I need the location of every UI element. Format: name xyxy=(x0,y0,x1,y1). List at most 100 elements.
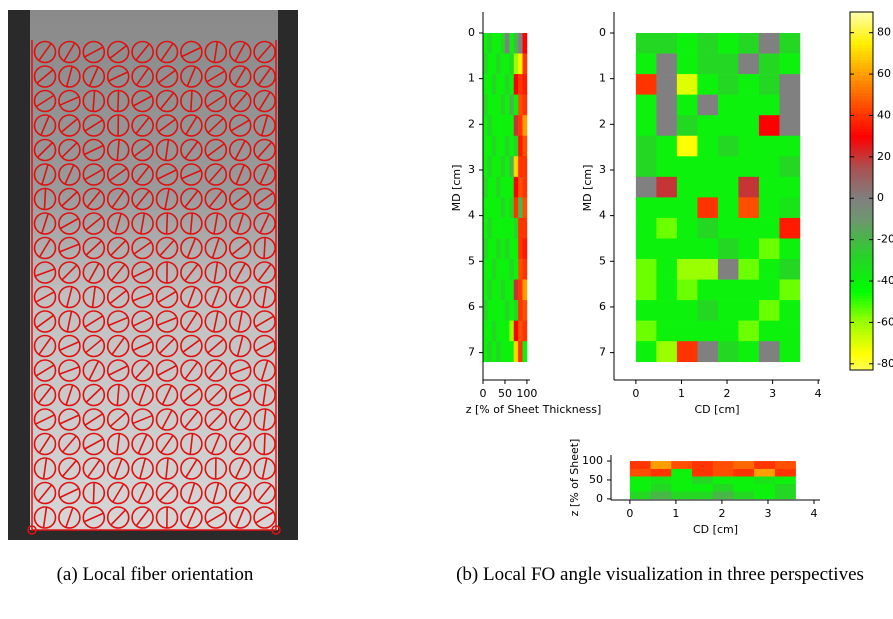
heatmap-cell xyxy=(500,94,506,116)
orientation-circle xyxy=(106,138,130,162)
colorbar-swatch xyxy=(850,247,873,252)
orientation-circle xyxy=(204,40,228,64)
colorbar-swatch xyxy=(850,131,873,135)
orientation-line xyxy=(133,241,152,255)
orientation-circle xyxy=(204,285,228,309)
orientation-circle xyxy=(204,212,228,235)
heatmap-cell xyxy=(504,135,510,157)
orientation-circle xyxy=(155,114,179,137)
orientation-line xyxy=(92,482,95,504)
heatmap-cell xyxy=(513,259,519,280)
colorbar-swatch xyxy=(850,349,873,353)
heatmap-cell xyxy=(779,33,801,54)
orientation-circle xyxy=(33,89,57,113)
heatmap-cell xyxy=(635,115,657,137)
heatmap-cell xyxy=(635,53,657,75)
orientation-circle xyxy=(82,285,106,309)
heatmap-cell xyxy=(496,53,501,75)
heatmap-cell xyxy=(504,197,510,219)
orientation-circle xyxy=(155,334,179,358)
orientation-circle xyxy=(131,89,154,113)
heatmap-cell xyxy=(692,476,714,485)
orientation-line xyxy=(236,213,245,234)
orientation-circle xyxy=(131,163,154,186)
heatmap-cell xyxy=(717,33,739,54)
orientation-line xyxy=(263,237,266,259)
orientation-line xyxy=(88,360,100,381)
orientation-line xyxy=(61,435,77,453)
orientation-circle xyxy=(82,359,106,382)
orientation-circle xyxy=(180,408,203,431)
orientation-circle xyxy=(33,114,57,137)
heatmap-cell xyxy=(491,197,497,219)
y-tick-label: 4 xyxy=(468,209,475,222)
orientation-line xyxy=(85,240,103,256)
heatmap-cell xyxy=(500,33,506,54)
orientation-line xyxy=(165,457,169,480)
orientation-line xyxy=(85,338,103,354)
colorbar-swatch xyxy=(850,185,873,189)
colorbar-tick-label: -60 xyxy=(877,315,893,328)
orientation-circle xyxy=(106,261,130,284)
orientation-line xyxy=(257,484,272,502)
orientation-circle xyxy=(155,310,179,333)
orientation-line xyxy=(190,90,193,112)
heatmap-cell xyxy=(758,115,780,137)
orientation-line xyxy=(186,507,197,528)
orientation-circle xyxy=(155,383,179,407)
orientation-circle xyxy=(204,408,228,431)
orientation-line xyxy=(158,338,176,354)
orientation-line xyxy=(137,434,148,454)
colorbar-tick-label: 20 xyxy=(877,150,891,163)
heatmap-cell xyxy=(738,217,760,239)
heatmap-cell xyxy=(518,176,523,198)
orientation-line xyxy=(187,482,196,504)
orientation-circle xyxy=(106,65,130,88)
heatmap-cell xyxy=(500,238,506,260)
orientation-circle xyxy=(228,138,252,162)
heatmap-cell xyxy=(518,156,523,178)
x-tick-label: 0 xyxy=(632,387,639,400)
orientation-line xyxy=(35,94,55,108)
heatmap-cell xyxy=(522,74,528,95)
colorbar-swatch xyxy=(850,367,873,371)
orientation-circle xyxy=(131,383,154,407)
colorbar-swatch xyxy=(850,244,873,249)
orientation-circle xyxy=(155,40,179,64)
heatmap-cell xyxy=(779,238,801,260)
orientation-line xyxy=(138,384,147,406)
heatmap-cell xyxy=(758,176,780,198)
orientation-circle xyxy=(228,114,252,137)
orientation-circle xyxy=(106,236,130,260)
orientation-line xyxy=(159,239,175,257)
heatmap-cell xyxy=(496,197,501,219)
orientation-line xyxy=(263,433,266,455)
heatmap-cell xyxy=(676,320,698,342)
orientation-line xyxy=(117,90,120,112)
colorbar-swatch xyxy=(850,295,873,299)
orientation-circle xyxy=(33,383,57,407)
colorbar-swatch xyxy=(850,283,873,287)
colorbar-swatch xyxy=(850,214,873,219)
orientation-circle xyxy=(204,65,228,88)
orientation-line xyxy=(185,116,198,135)
orientation-line xyxy=(41,164,49,185)
y-tick-label: 0 xyxy=(596,492,603,505)
orientation-line xyxy=(84,413,104,426)
heatmap-cell xyxy=(650,491,672,500)
heatmap-cell xyxy=(656,33,678,54)
heatmap-cell xyxy=(635,176,657,198)
colorbar-tick-label: -20 xyxy=(877,233,893,246)
orientation-line xyxy=(59,341,80,351)
heatmap-cell xyxy=(697,176,719,198)
heatmap-cell xyxy=(504,53,510,75)
colorbar-swatch xyxy=(850,298,873,302)
orientation-line xyxy=(255,315,275,328)
colorbar-swatch xyxy=(850,170,873,174)
colorbar-swatch xyxy=(850,217,873,222)
heatmap-cell xyxy=(496,156,501,178)
orientation-overlay xyxy=(27,40,281,535)
heatmap-cell xyxy=(509,197,515,219)
x-tick-label: 1 xyxy=(672,507,679,520)
heatmap-cell xyxy=(738,320,760,342)
